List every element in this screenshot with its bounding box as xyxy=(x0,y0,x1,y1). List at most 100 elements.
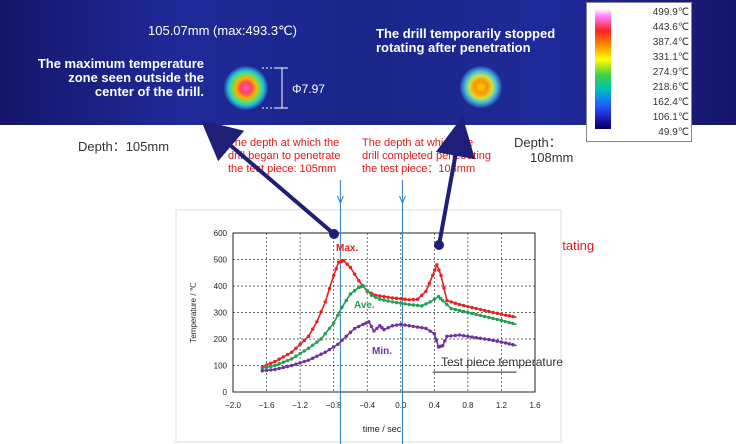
series-point xyxy=(420,326,424,330)
scale-tick: 331.1℃ xyxy=(652,52,689,63)
series-point xyxy=(403,302,407,306)
series-point xyxy=(352,326,357,331)
y-tick-label: 100 xyxy=(214,362,228,371)
x-tick-label: 1.6 xyxy=(529,401,541,410)
thermal-caption-left: 105.07mm (max:493.3℃) xyxy=(148,23,297,38)
series-point xyxy=(345,262,349,266)
series-point xyxy=(285,364,290,369)
series-point xyxy=(342,259,346,263)
series-point xyxy=(306,358,311,362)
series-point xyxy=(344,298,348,303)
series-point xyxy=(375,326,379,331)
x-tick-label: −0.4 xyxy=(359,401,375,410)
series-point xyxy=(403,297,407,301)
series-point xyxy=(491,316,495,321)
series-point xyxy=(442,286,446,290)
x-tick-label: −2.0 xyxy=(225,401,241,410)
series-point xyxy=(461,333,466,338)
series-point xyxy=(281,360,286,364)
series-point xyxy=(439,273,443,278)
y-axis-title: Temperature / ℃ xyxy=(189,282,198,343)
chart-labels: Max. Ave. Min. Test piece temperature xyxy=(336,243,563,373)
series-label: Min. xyxy=(372,346,392,357)
series-point xyxy=(331,321,336,325)
series-point xyxy=(361,322,365,327)
series-point xyxy=(310,343,315,347)
series-point xyxy=(503,313,508,317)
series-point xyxy=(382,294,386,299)
series-point xyxy=(437,268,441,272)
series-point xyxy=(327,347,332,352)
series-point xyxy=(507,320,511,325)
series-point xyxy=(310,356,315,360)
scale-tick: 387.4℃ xyxy=(652,37,689,48)
series-point xyxy=(449,306,453,311)
series-point xyxy=(331,273,336,278)
series-point xyxy=(424,326,428,331)
series-point xyxy=(461,309,466,314)
series-point xyxy=(352,288,357,293)
series-point xyxy=(364,321,368,325)
series-point xyxy=(285,358,290,363)
series-point xyxy=(273,363,277,368)
series-point xyxy=(491,310,495,315)
scale-tick: 162.4℃ xyxy=(652,97,689,108)
series-point xyxy=(386,299,390,303)
series-point xyxy=(394,323,399,327)
thermal-note-left-1: The maximum temperature xyxy=(37,56,204,71)
series-point xyxy=(294,354,298,358)
series-point xyxy=(495,339,499,343)
note-end-3: the test piece：108mm xyxy=(362,163,476,175)
series-point xyxy=(306,334,311,339)
thermal-spots xyxy=(224,66,502,110)
series-label: Max. xyxy=(336,243,358,254)
series-point xyxy=(298,351,302,356)
series-point xyxy=(399,322,403,327)
series-point xyxy=(449,300,453,304)
depth-label-right-2: 108mm xyxy=(530,150,574,165)
series-point xyxy=(482,314,487,319)
series-point xyxy=(432,297,437,301)
annotation-arrows xyxy=(200,116,476,250)
vertical-marker-arrow xyxy=(336,195,344,205)
series-point xyxy=(453,307,458,312)
series-point xyxy=(411,303,416,307)
plot-area xyxy=(232,232,536,393)
arrow-to-left-thermal xyxy=(200,119,336,236)
series-point xyxy=(433,268,437,272)
series-point xyxy=(507,314,511,318)
series-point xyxy=(445,298,449,303)
series-point xyxy=(445,334,449,339)
series-point xyxy=(415,325,420,329)
series-point xyxy=(457,302,462,307)
series-point xyxy=(466,310,470,315)
series-point xyxy=(281,355,286,359)
y-tick-label: 200 xyxy=(214,335,228,344)
series-point xyxy=(331,345,336,349)
series-point xyxy=(474,306,478,311)
series-point xyxy=(445,302,449,307)
thermal-note-right-2: rotating after penetration xyxy=(376,40,531,55)
thermal-note-left-3: center of the drill. xyxy=(94,84,204,99)
series-point xyxy=(372,329,376,333)
series-point xyxy=(411,324,416,329)
series-point xyxy=(457,333,462,337)
series-point xyxy=(298,361,302,365)
series-point xyxy=(499,318,504,323)
series-point xyxy=(511,321,515,326)
note-begin-1: The depth at which the xyxy=(228,137,340,149)
series-point xyxy=(499,340,504,344)
series-point xyxy=(390,324,395,328)
depth-label-left: Depth：105mm xyxy=(78,139,170,154)
series-point xyxy=(453,301,458,305)
series-point xyxy=(327,326,332,331)
series-point xyxy=(428,329,432,333)
series-point xyxy=(369,293,374,297)
arrow-origin-left xyxy=(329,229,339,239)
series-point xyxy=(315,320,319,324)
series-point xyxy=(352,272,357,276)
y-tick-label: 400 xyxy=(214,282,228,291)
series-point xyxy=(302,338,307,343)
vertical-marker-arrow xyxy=(398,195,406,205)
series-point xyxy=(487,337,491,342)
